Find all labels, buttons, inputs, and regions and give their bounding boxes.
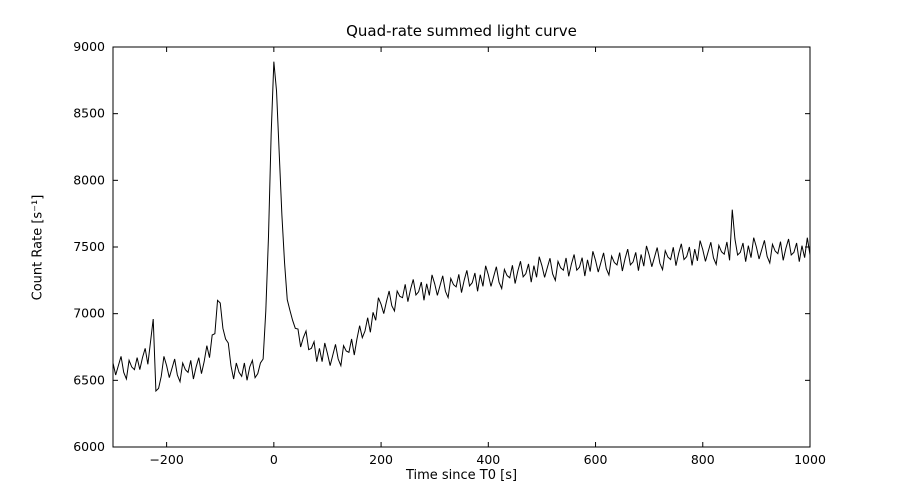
y-tick-label: 7000 — [73, 306, 105, 321]
x-tick-label: 1000 — [794, 452, 826, 467]
y-tick-label: 8000 — [73, 172, 105, 187]
y-tick-label: 9000 — [73, 39, 105, 54]
x-tick-label: 800 — [691, 452, 715, 467]
x-tick-label: 600 — [584, 452, 608, 467]
y-tick-label: 7500 — [73, 239, 105, 254]
x-tick-label: 400 — [476, 452, 500, 467]
plot-title: Quad-rate summed light curve — [346, 22, 577, 40]
y-axis-label: Count Rate [s⁻¹] — [30, 194, 46, 301]
x-tick-label: −200 — [149, 452, 183, 467]
light-curve-line — [112, 61, 811, 393]
x-axis-label: Time since T0 [s] — [405, 468, 518, 483]
x-tick-label: 200 — [369, 452, 393, 467]
y-tick-label: 8500 — [73, 106, 105, 121]
y-tick-label: 6500 — [73, 372, 105, 387]
axes-frame — [112, 46, 811, 448]
y-tick-label: 6000 — [73, 439, 105, 454]
x-tick-label: 0 — [270, 452, 278, 467]
